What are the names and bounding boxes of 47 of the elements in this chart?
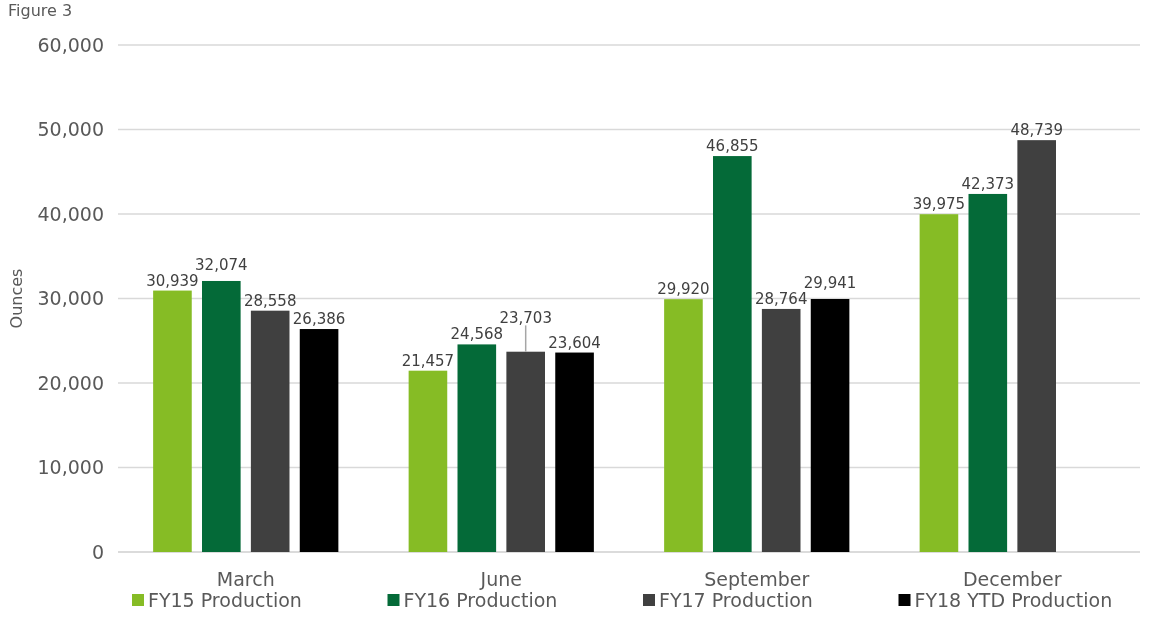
bar [202, 280, 241, 552]
data-label: 24,568 [450, 325, 504, 344]
legend-label: FY18 YTD Production [914, 589, 1113, 611]
y-tick-label: 30,000 [37, 287, 104, 310]
bar [506, 351, 545, 552]
bar [408, 370, 448, 552]
data-label: 42,373 [961, 174, 1015, 193]
data-label: 48,739 [1010, 121, 1063, 140]
bar [968, 193, 1008, 552]
bar [761, 308, 801, 552]
legend-label: FY16 Production [403, 589, 558, 611]
chart-title: Figure 3 [8, 1, 73, 20]
y-tick-label: 40,000 [37, 202, 104, 225]
bar [664, 299, 703, 552]
x-tick-label: September [704, 568, 810, 590]
y-tick-label: 50,000 [37, 118, 104, 141]
y-tick-label: 0 [91, 540, 104, 563]
y-tick-label: 10,000 [37, 456, 104, 479]
data-label: 28,558 [243, 291, 297, 310]
data-label: 28,764 [754, 289, 808, 308]
x-tick-label: March [216, 568, 275, 590]
data-label: 23,703 [499, 309, 552, 328]
bar [457, 344, 497, 552]
bar [555, 352, 594, 552]
bar [299, 329, 339, 552]
y-axis-title: Ounces [6, 268, 26, 329]
bar [919, 214, 959, 552]
data-label: 39,975 [912, 195, 966, 214]
data-label: 46,855 [706, 137, 759, 156]
bar [153, 290, 192, 552]
data-label: 32,074 [195, 255, 248, 274]
data-label: 23,604 [548, 333, 601, 352]
legend-label: FY15 Production [148, 589, 302, 611]
bar [713, 156, 752, 552]
y-tick-label: 60,000 [37, 33, 104, 56]
data-label: 29,941 [803, 273, 857, 292]
x-tick-label: June [479, 568, 522, 590]
legend-label: FY17 Production [659, 589, 813, 611]
data-label: 21,457 [401, 351, 455, 370]
bar [1017, 140, 1056, 552]
data-label: 30,939 [146, 271, 199, 290]
data-label: 26,386 [292, 310, 346, 329]
bar [250, 310, 290, 552]
bar [810, 299, 850, 552]
x-tick-label: December [962, 568, 1062, 590]
data-label: 29,920 [657, 280, 710, 299]
y-tick-label: 20,000 [37, 371, 104, 394]
